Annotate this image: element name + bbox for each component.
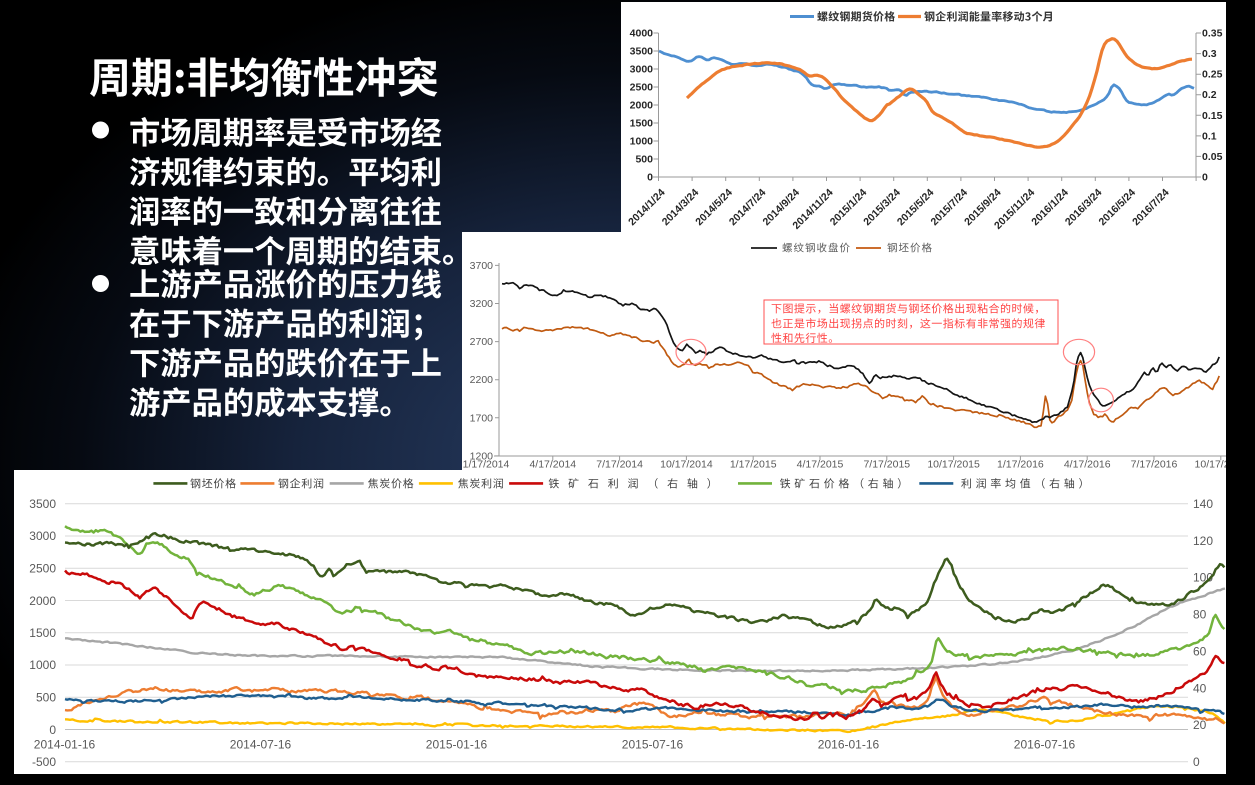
svg-text:2500: 2500	[29, 562, 56, 576]
svg-text:7/17/2016: 7/17/2016	[1131, 459, 1178, 471]
svg-text:3500: 3500	[29, 497, 56, 511]
svg-text:1200: 1200	[470, 450, 494, 462]
svg-text:3500: 3500	[630, 46, 654, 58]
svg-text:2700: 2700	[470, 336, 494, 348]
svg-text:7/17/2014: 7/17/2014	[596, 459, 643, 471]
svg-text:1/17/2015: 1/17/2015	[730, 459, 777, 471]
svg-text:500: 500	[36, 691, 56, 705]
svg-text:2200: 2200	[470, 374, 494, 386]
svg-text:40: 40	[1193, 681, 1207, 695]
svg-text:7/17/2015: 7/17/2015	[863, 459, 910, 471]
svg-text:0.3: 0.3	[1202, 48, 1217, 60]
svg-text:80: 80	[1193, 608, 1207, 622]
svg-text:60: 60	[1193, 644, 1207, 658]
svg-text:2015-07-16: 2015-07-16	[622, 738, 684, 752]
svg-text:3000: 3000	[29, 529, 56, 543]
svg-text:2016-01-16: 2016-01-16	[818, 738, 880, 752]
svg-text:10/17/2015: 10/17/2015	[927, 459, 980, 471]
svg-text:4000: 4000	[630, 28, 654, 40]
svg-text:4/17/2016: 4/17/2016	[1064, 459, 1111, 471]
svg-text:2500: 2500	[630, 82, 654, 94]
svg-text:0: 0	[647, 172, 653, 184]
svg-text:-500: -500	[32, 755, 56, 769]
svg-text:3200: 3200	[470, 298, 494, 310]
svg-text:2000: 2000	[29, 594, 56, 608]
svg-text:0: 0	[1193, 755, 1200, 769]
svg-text:3000: 3000	[630, 64, 654, 76]
svg-text:0.1: 0.1	[1202, 130, 1217, 142]
svg-text:0.05: 0.05	[1202, 151, 1223, 163]
svg-text:500: 500	[635, 154, 653, 166]
svg-text:0: 0	[1202, 172, 1208, 184]
svg-text:2014-07-16: 2014-07-16	[230, 738, 292, 752]
svg-text:4/17/2014: 4/17/2014	[529, 459, 576, 471]
svg-text:4/17/2015: 4/17/2015	[797, 459, 844, 471]
svg-text:1700: 1700	[470, 412, 494, 424]
svg-text:2016-07-16: 2016-07-16	[1014, 738, 1076, 752]
svg-text:10/17/2014: 10/17/2014	[660, 459, 713, 471]
svg-text:1000: 1000	[630, 136, 654, 148]
svg-text:2015-01-16: 2015-01-16	[426, 738, 488, 752]
svg-text:2000: 2000	[630, 100, 654, 112]
svg-text:0.25: 0.25	[1202, 69, 1223, 81]
svg-text:120: 120	[1193, 534, 1213, 548]
svg-text:140: 140	[1193, 497, 1213, 511]
svg-text:0.15: 0.15	[1202, 110, 1223, 122]
svg-text:0: 0	[49, 723, 56, 737]
svg-text:2014-01-16: 2014-01-16	[34, 738, 96, 752]
svg-text:1500: 1500	[630, 118, 654, 130]
svg-text:1500: 1500	[29, 626, 56, 640]
svg-text:20: 20	[1193, 718, 1207, 732]
svg-text:1000: 1000	[29, 658, 56, 672]
svg-text:0.35: 0.35	[1202, 28, 1223, 40]
svg-text:0.2: 0.2	[1202, 89, 1217, 101]
svg-text:1/17/2014: 1/17/2014	[463, 459, 510, 471]
svg-text:3700: 3700	[470, 260, 494, 272]
svg-text:1/17/2016: 1/17/2016	[997, 459, 1044, 471]
